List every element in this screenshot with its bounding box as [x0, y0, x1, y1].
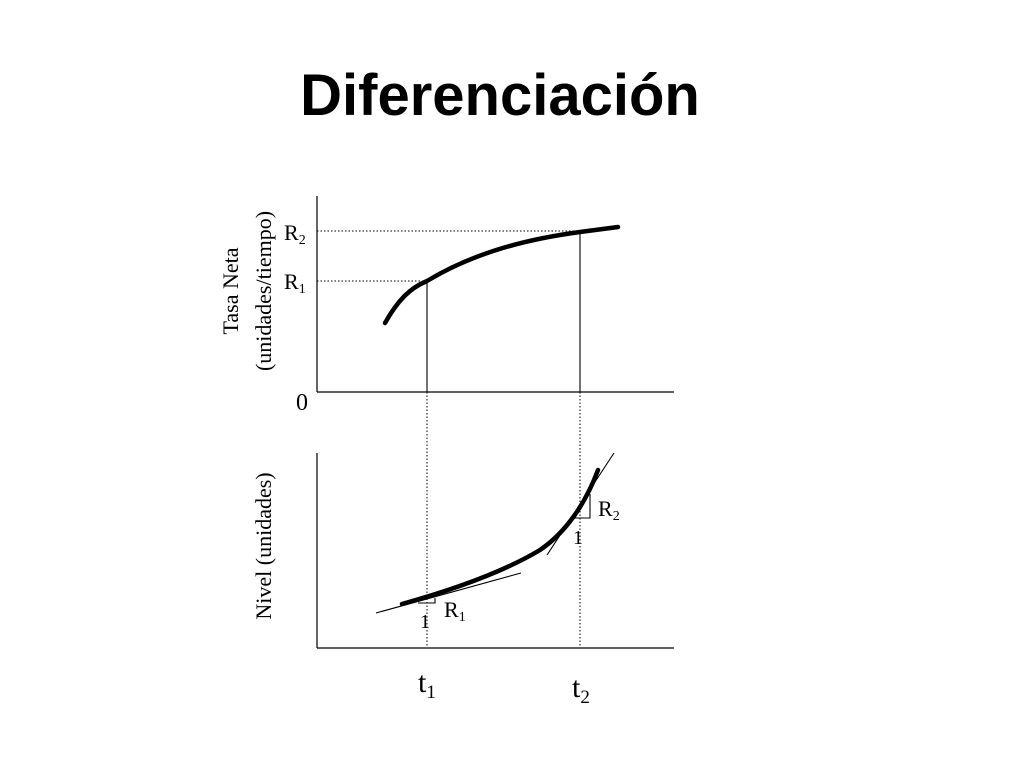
rate-curve	[382, 224, 621, 326]
r1-tick-label: R1	[284, 269, 306, 297]
rate-y-label-line2: (unidades/tiempo)	[251, 211, 276, 371]
slope2-rise-label: R2	[598, 496, 620, 524]
slope-triangle-t2	[575, 494, 591, 519]
level-plot: 1 R1 1 R2 Nivel (unidades)	[251, 452, 674, 649]
zero-label: 0	[296, 390, 308, 416]
tangent-line-t1	[375, 572, 522, 614]
level-y-label: Nivel (unidades)	[251, 472, 276, 619]
rate-plot: R2 R1 0 Tasa Neta (unidades/tiempo)	[218, 196, 674, 416]
r2-tick-label: R2	[284, 220, 306, 248]
slope2-run-label: 1	[573, 527, 583, 549]
level-curve	[399, 467, 601, 607]
slide-title: Diferenciación	[300, 63, 700, 128]
slope1-run-label: 1	[420, 611, 430, 633]
t2-label: t2	[572, 671, 590, 708]
tangent-line-t2	[546, 452, 615, 556]
t1-label: t1	[418, 666, 436, 703]
slope1-rise-label: R1	[444, 597, 466, 625]
slope-triangle-t1	[418, 598, 436, 604]
rate-y-label-line1: Tasa Neta	[218, 247, 243, 334]
